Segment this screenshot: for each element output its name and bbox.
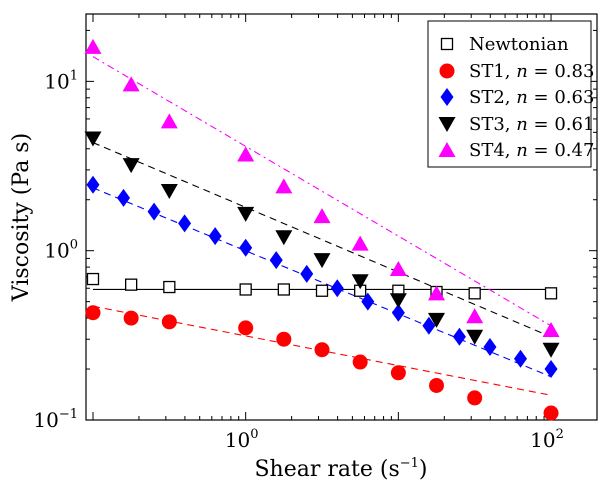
data-point-s4 [84,38,102,54]
legend-marker-2 [440,88,454,106]
legend-label-newtonian: Newtonian [469,34,569,55]
data-point-s1 [390,365,406,381]
data-point-s3 [275,230,293,246]
x-axis-title-sup: −1 [400,456,419,471]
data-point-s3 [84,131,102,147]
data-point-s1 [352,354,368,370]
legend-box [427,20,592,168]
data-point-s4 [351,235,369,251]
x-tick-label: 100 [225,427,259,452]
legend-marker-0 [440,37,454,51]
data-point-s4 [313,208,331,224]
data-point-s1 [238,320,254,336]
data-point-s4 [122,76,140,92]
data-point-s1 [276,331,292,347]
data-point-s1 [429,377,445,393]
data-point-s4 [466,308,484,324]
axis-ticks: 100 102 10−1 100 101 [33,14,598,452]
data-point-s2 [483,337,497,356]
data-point-s3 [160,184,178,200]
data-point-s3 [122,158,140,174]
data-point-s2 [422,316,436,335]
data-point-s4 [428,285,446,301]
data-point-s3 [389,293,407,309]
data-point-s2 [86,175,100,194]
data-point-s4 [389,260,407,276]
data-point-s3 [466,329,484,345]
y-tick-label: 10−1 [33,407,78,432]
legend-markers [438,37,456,157]
data-point-s3 [237,206,255,222]
data-point-s2 [544,360,558,379]
x-axis-title-main: Shear rate (s [254,457,399,482]
data-point-s0 [315,284,329,297]
data-point-s2 [391,303,405,322]
data-point-s0 [468,287,481,300]
data-point-s3 [351,274,369,290]
data-point-s0 [239,283,252,296]
fit-line-3 [92,142,552,338]
x-axis-title-end: ) [419,457,428,482]
legend-label-st4: ST4, n = 0.47 [469,140,594,161]
data-point-s0 [277,283,290,296]
data-point-s1 [123,310,139,326]
data-point-s2 [514,349,528,368]
data-point-s3 [313,253,331,269]
legend-marker-3 [438,117,456,132]
x-axis-title: Shear rate (s−1) [254,456,427,482]
data-point-s2 [239,238,253,257]
legend-label-st2: ST2, n = 0.63 [469,87,594,108]
data-point-s2 [178,214,192,233]
data-point-s1 [314,342,330,358]
data-point-s0 [163,280,176,294]
data-points [84,38,560,421]
data-point-s2 [117,188,131,207]
y-tick-label: 100 [44,238,78,263]
data-point-s2 [147,202,161,221]
data-point-s4 [542,322,560,338]
y-tick-label: 101 [44,68,78,93]
data-point-s3 [542,342,560,358]
x-tick-label: 102 [530,427,564,452]
data-point-s2 [452,327,466,346]
data-point-s0 [544,287,558,300]
data-point-s1 [467,390,483,406]
data-point-s4 [275,178,293,194]
data-point-s4 [237,146,255,162]
plot-frame [85,13,598,421]
legend-label-st3: ST3, n = 0.61 [469,114,594,135]
data-point-s0 [124,278,138,291]
fit-line-4 [92,56,552,327]
legend-label-st1: ST1, n = 0.83 [469,61,594,82]
data-point-s2 [330,279,344,298]
data-point-s0 [86,272,100,286]
data-point-s4 [160,113,178,129]
data-point-s1 [543,405,559,421]
y-axis-title: Viscosity (Pa s) [9,133,34,302]
data-point-s2 [361,292,375,311]
data-point-s1 [161,314,177,330]
data-point-s2 [300,264,314,283]
legend: Newtonian ST1, n = 0.83 ST2, n = 0.63 ST… [427,20,594,168]
fit-line-2 [92,187,552,378]
legend-marker-1 [439,63,455,79]
legend-marker-4 [438,142,456,157]
data-point-s2 [269,251,283,270]
data-point-s2 [208,227,222,246]
data-point-s3 [428,312,446,328]
data-point-s1 [85,305,101,321]
